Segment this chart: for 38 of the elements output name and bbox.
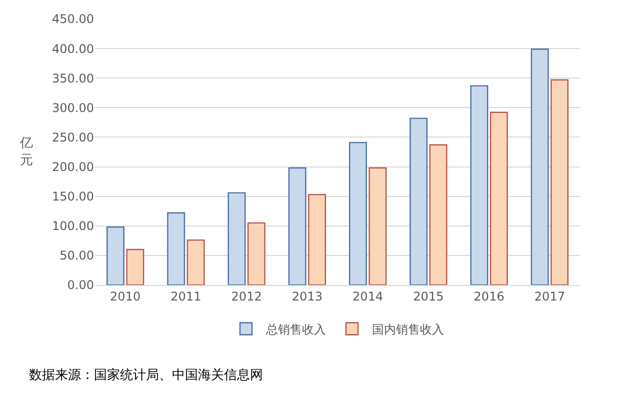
- bar: [247, 222, 266, 285]
- y-tick-label: 300.00: [52, 100, 94, 115]
- y-tick-label: 350.00: [52, 71, 94, 86]
- legend-label: 国内销售收入: [372, 322, 444, 336]
- y-tick-label: 50.00: [60, 248, 94, 263]
- bar: [126, 248, 144, 285]
- bar: [410, 118, 428, 285]
- x-tick-label: 2016: [474, 289, 504, 304]
- bar: [186, 239, 205, 285]
- bar: [288, 167, 306, 285]
- bar: [308, 194, 326, 285]
- x-tick-label: 2012: [231, 289, 262, 304]
- y-tick-label: 100.00: [52, 219, 94, 234]
- y-axis-title: 亿元: [19, 136, 33, 168]
- y-tick-label: 0.00: [67, 278, 94, 292]
- source-note: 数据来源：国家统计局、中国海关信息网: [29, 367, 263, 383]
- x-tick-label: 2017: [534, 289, 565, 304]
- x-tick-label: 2015: [413, 289, 444, 304]
- bar: [550, 79, 569, 285]
- x-tick-label: 2013: [292, 289, 322, 304]
- bar: [470, 85, 488, 285]
- y-tick-label: 200.00: [52, 160, 94, 174]
- bar: [368, 167, 387, 285]
- bar: [429, 144, 448, 285]
- bar: [490, 112, 508, 285]
- y-tick-label: 450.00: [52, 12, 94, 26]
- x-tick-label: 2014: [352, 289, 384, 304]
- y-tick-label: 150.00: [52, 190, 94, 204]
- bar: [348, 142, 367, 285]
- bar: [106, 226, 124, 285]
- x-tick-label: 2011: [170, 289, 202, 304]
- y-tick-label: 400.00: [52, 42, 94, 56]
- y-tick-label: 250.00: [52, 130, 94, 144]
- x-tick-label: 2010: [110, 289, 141, 304]
- bar: [530, 48, 549, 285]
- bar: [228, 192, 246, 285]
- bar: [167, 212, 186, 285]
- legend-label: 总销售收入: [265, 322, 326, 336]
